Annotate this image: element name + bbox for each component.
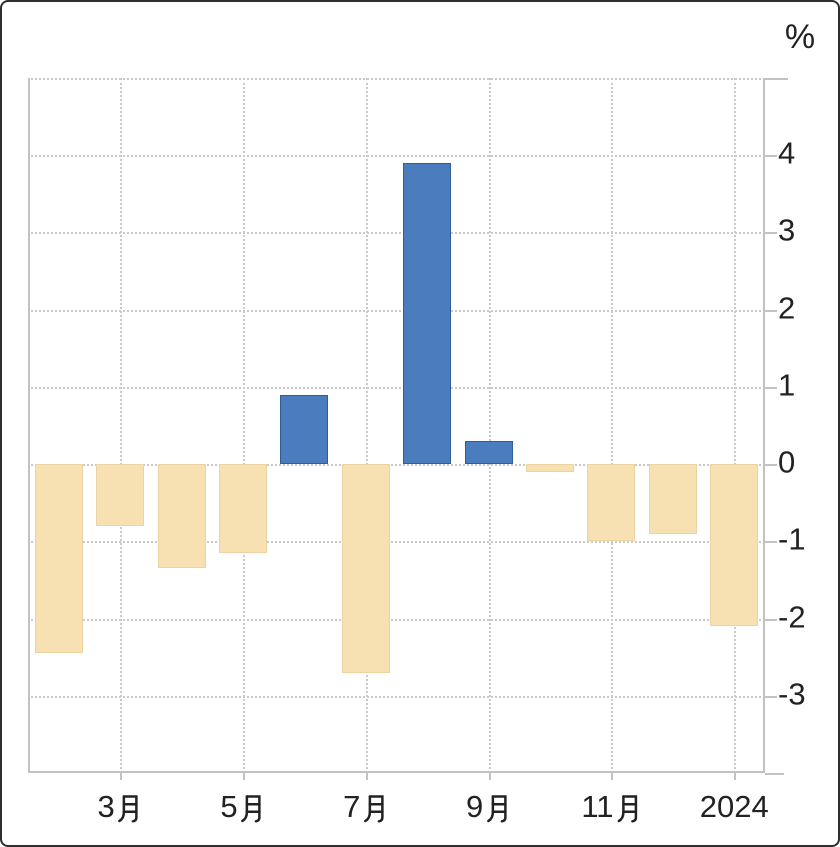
bar-3月 — [96, 464, 145, 526]
bar-8月 — [403, 162, 452, 465]
yue-month-character — [118, 795, 138, 823]
bar-2024年1月 — [710, 464, 759, 627]
yue-month-character — [617, 795, 637, 823]
bar-11月 — [587, 464, 636, 542]
yue-month-character — [487, 795, 507, 823]
gridline-y--2 — [28, 618, 765, 621]
y-tick-0 — [765, 464, 777, 467]
x-tick-label-5月: 5 — [220, 789, 265, 825]
y-axis-left-border — [28, 78, 30, 773]
x-tick-label-11月: 11 — [581, 789, 641, 825]
gridline-x-11月 — [611, 78, 614, 773]
bar-10月 — [526, 464, 575, 472]
x-tick-text: 3 — [97, 789, 115, 824]
y-tick-1 — [765, 386, 777, 389]
bar-5月 — [218, 464, 267, 553]
y-axis-line — [763, 78, 765, 773]
x-tick-label-3月: 3 — [98, 789, 143, 825]
y-tick-2 — [765, 309, 777, 312]
gridline-y-2 — [28, 309, 765, 312]
x-tick-label-7月: 7 — [343, 789, 388, 825]
gridline-top — [28, 78, 765, 80]
x-tick-text: 2024 — [699, 789, 769, 824]
gridline-y--3 — [28, 695, 765, 698]
y-tick-label-3: 3 — [778, 212, 796, 248]
y-tick--2 — [765, 618, 777, 621]
bar-4月 — [157, 464, 206, 569]
bar-6月 — [280, 394, 329, 465]
y-tick-label-4: 4 — [778, 135, 796, 171]
x-tick-5月 — [242, 773, 245, 780]
x-tick-11月 — [611, 773, 614, 780]
gridline-x-5月 — [242, 78, 245, 773]
y-tick-label-0: 0 — [778, 444, 796, 480]
bar-9月 — [464, 440, 513, 465]
x-tick-7月 — [365, 773, 368, 780]
x-tick-text: 5 — [220, 789, 238, 824]
gridline-y-1 — [28, 386, 765, 389]
bar-2月 — [34, 464, 83, 654]
yue-month-character — [241, 795, 261, 823]
y-tick-label--1: -1 — [778, 521, 806, 557]
bottom-border-extension — [765, 773, 784, 775]
gridline-y-0 — [28, 464, 765, 467]
x-tick-3月 — [120, 773, 123, 780]
y-tick-label-1: 1 — [778, 367, 796, 403]
x-tick-text: 11 — [581, 789, 614, 824]
yue-month-character — [364, 795, 384, 823]
y-tick-4 — [765, 155, 777, 158]
y-tick--1 — [765, 541, 777, 544]
gridline-x-7月 — [365, 78, 368, 773]
x-tick-2024 — [734, 773, 737, 780]
y-tick-label--3: -3 — [778, 676, 806, 712]
x-tick-label-2024: 2024 — [700, 789, 769, 825]
x-tick-text: 9 — [466, 789, 484, 824]
x-tick-label-9月: 9 — [466, 789, 511, 825]
x-tick-text: 7 — [343, 789, 361, 824]
y-axis-unit-label: % — [784, 18, 816, 56]
x-tick-9月 — [488, 773, 491, 780]
gridline-y--1 — [28, 541, 765, 544]
gridline-x-9月 — [488, 78, 491, 773]
bar-12月 — [648, 464, 697, 534]
y-tick-3 — [765, 232, 777, 235]
y-tick-label-2: 2 — [778, 290, 796, 326]
gridline-x-3月 — [120, 78, 123, 773]
bar-7月 — [341, 464, 390, 673]
y-tick--3 — [765, 695, 777, 698]
gridline-x-2024 — [734, 78, 737, 773]
gridline-y-4 — [28, 155, 765, 158]
x-axis-line — [28, 771, 765, 773]
plot-area — [28, 78, 765, 773]
top-border-extension — [765, 78, 788, 80]
y-tick-label--2: -2 — [778, 599, 806, 635]
gridline-y-3 — [28, 232, 765, 235]
